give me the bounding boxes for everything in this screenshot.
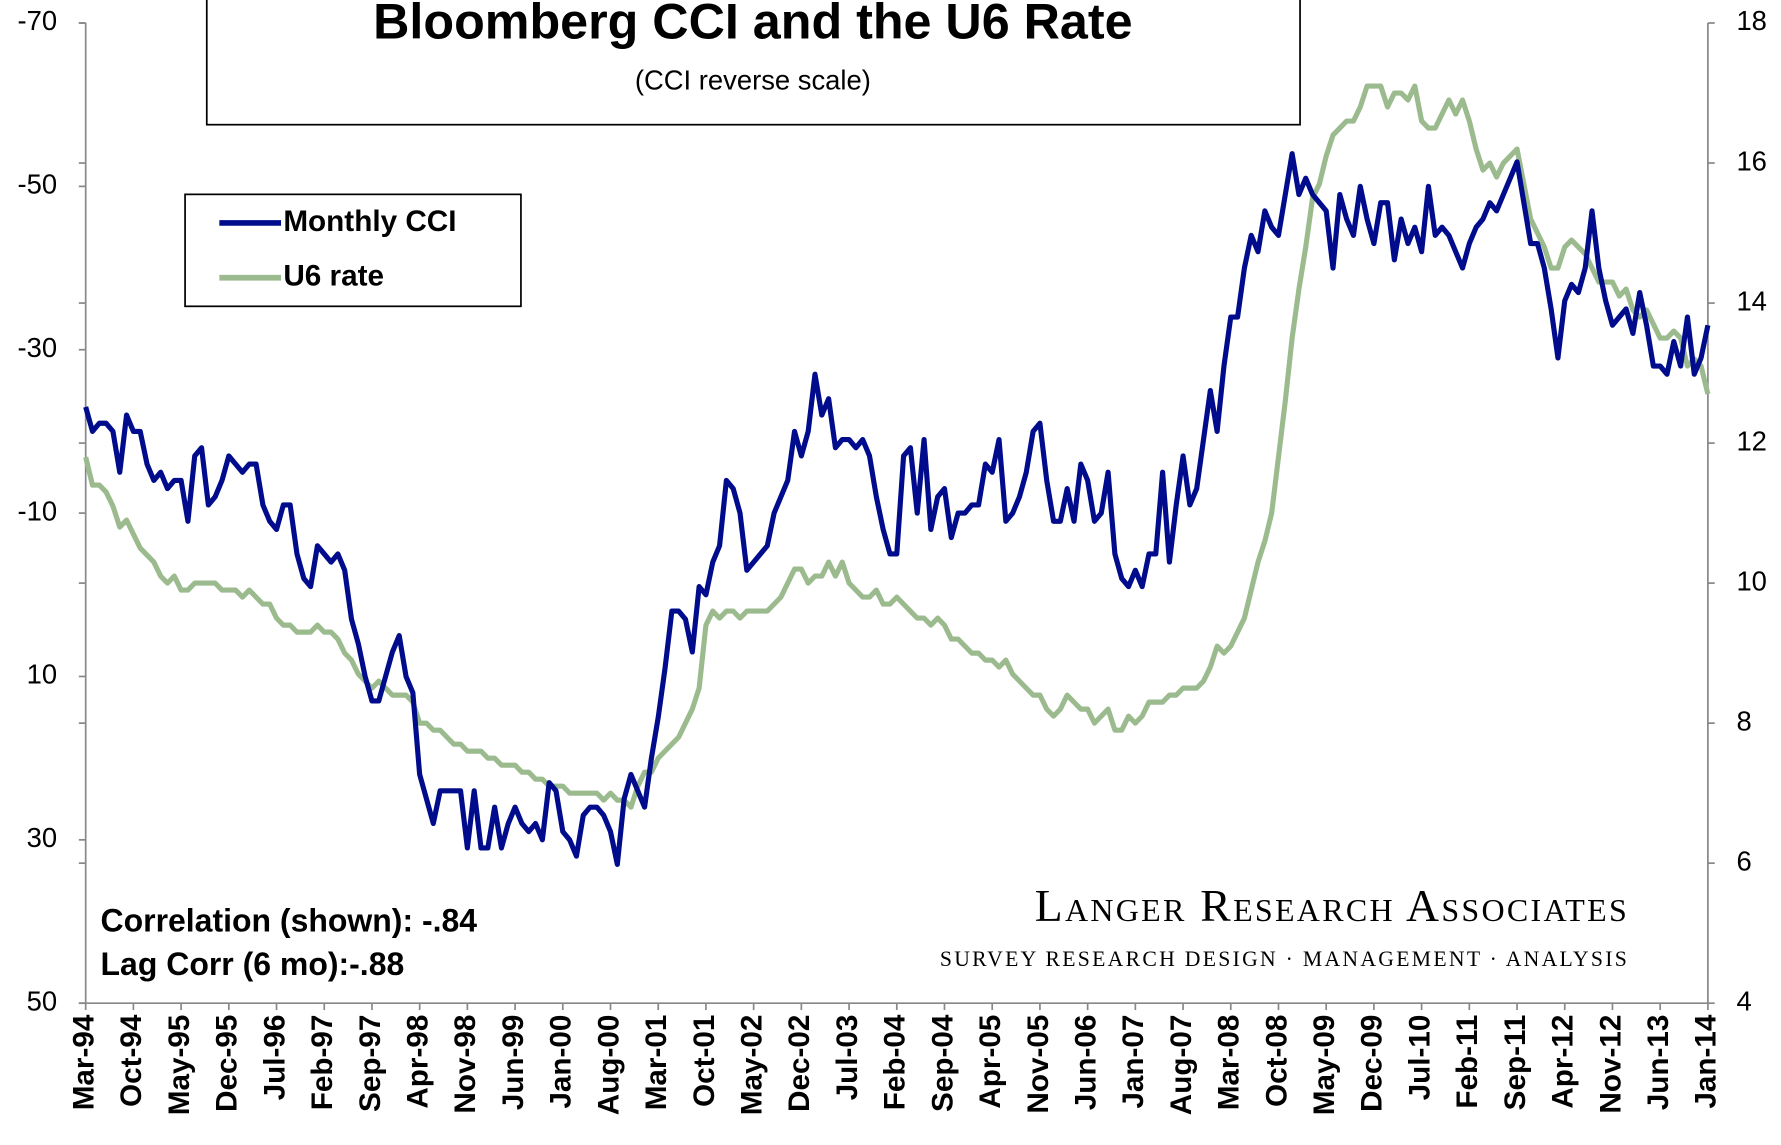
x-tick-label: Apr-12 — [1547, 1015, 1580, 1109]
x-tick-label: Dec-02 — [783, 1015, 816, 1112]
y2-tick-label: 12 — [1736, 425, 1766, 456]
brand-tagline: SURVEY RESEARCH DESIGN · MANAGEMENT · AN… — [940, 947, 1629, 971]
x-tick-label: Jan-14 — [1690, 1014, 1723, 1109]
x-tick-label: Mar-08 — [1213, 1015, 1246, 1111]
y2-tick-label: 10 — [1736, 565, 1766, 596]
x-tick-label: Nov-05 — [1022, 1015, 1055, 1114]
x-tick-label: Jun-13 — [1642, 1015, 1675, 1111]
x-tick-label: May-95 — [163, 1015, 196, 1116]
legend-box — [184, 193, 522, 308]
y2-tick-label: 4 — [1736, 985, 1751, 1016]
x-tick-label: Sep-11 — [1499, 1015, 1532, 1111]
x-tick-label: Oct-94 — [115, 1014, 148, 1107]
x-tick-label: Jul-10 — [1403, 1015, 1436, 1101]
series-line — [83, 83, 1711, 810]
x-tick-label: Aug-07 — [1165, 1015, 1198, 1116]
y-tick-label: -70 — [17, 5, 57, 36]
title-box — [205, 0, 1301, 126]
y-tick-label: 10 — [27, 659, 57, 690]
x-tick-label: Jun-06 — [1069, 1015, 1102, 1111]
chart-subtitle: (CCI reverse scale) — [635, 65, 871, 96]
y2-tick-label: 14 — [1736, 285, 1766, 316]
x-tick-label: Dec-09 — [1356, 1015, 1389, 1112]
x-tick-label: May-02 — [735, 1015, 768, 1116]
x-tick-label: Sep-04 — [926, 1014, 959, 1112]
x-tick-label: Apr-05 — [974, 1015, 1007, 1109]
y-tick-label: -10 — [17, 495, 57, 526]
y-tick-label: 30 — [27, 822, 57, 853]
brand-name: Langer Research Associates — [1035, 880, 1629, 931]
x-tick-label: May-09 — [1308, 1015, 1341, 1116]
y2-tick-label: 8 — [1736, 705, 1751, 736]
y2-tick-label: 6 — [1736, 845, 1751, 876]
y-tick-label: -50 — [17, 169, 57, 200]
x-tick-label: Mar-01 — [640, 1015, 673, 1111]
series-line — [83, 151, 1711, 867]
x-tick-label: Aug-00 — [592, 1015, 625, 1116]
x-tick-label: Feb-04 — [879, 1014, 912, 1110]
x-tick-label: Feb-11 — [1451, 1015, 1484, 1109]
y-tick-label: -30 — [17, 332, 57, 363]
annotation: Correlation (shown): -.84 — [101, 903, 478, 939]
x-tick-label: Nov-98 — [449, 1015, 482, 1114]
x-tick-label: Apr-98 — [402, 1015, 435, 1109]
y2-tick-label: 16 — [1736, 145, 1766, 176]
x-tick-label: Dec-95 — [211, 1015, 244, 1112]
x-tick-label: Feb-97 — [306, 1015, 339, 1111]
chart-title: Bloomberg CCI and the U6 Rate — [373, 0, 1132, 50]
x-tick-label: Nov-12 — [1594, 1015, 1627, 1114]
x-tick-label: Oct-01 — [688, 1015, 721, 1107]
legend-label: U6 rate — [283, 260, 384, 293]
legend-label: Monthly CCI — [283, 205, 456, 238]
x-tick-label: Jul-03 — [831, 1015, 864, 1101]
x-tick-label: Oct-08 — [1260, 1015, 1293, 1107]
x-tick-label: Sep-97 — [354, 1015, 387, 1112]
x-tick-label: Jan-00 — [545, 1015, 578, 1109]
annotation: Lag Corr (6 mo):-.88 — [101, 946, 405, 982]
x-tick-label: Mar-94 — [68, 1014, 101, 1110]
y-tick-label: 50 — [27, 985, 57, 1016]
x-tick-label: Jun-99 — [497, 1015, 530, 1111]
x-tick-label: Jan-07 — [1117, 1015, 1150, 1109]
x-tick-label: Jul-96 — [258, 1015, 291, 1101]
y2-tick-label: 18 — [1736, 5, 1766, 36]
